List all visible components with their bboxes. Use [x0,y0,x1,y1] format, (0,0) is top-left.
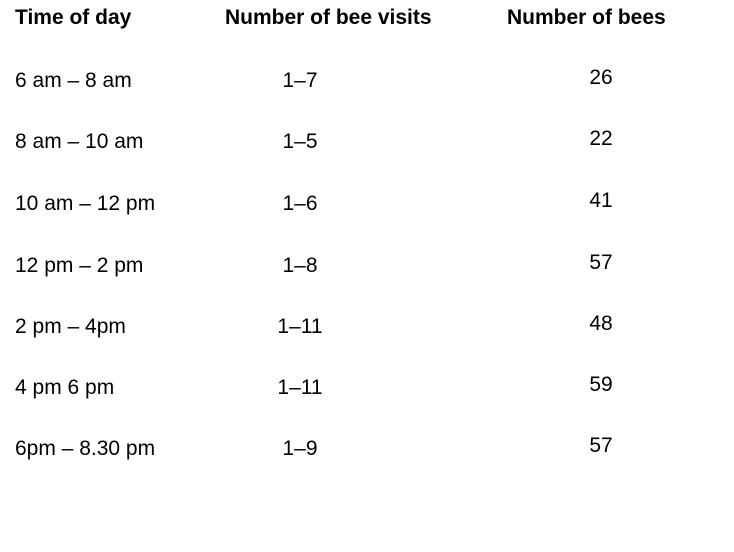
cell-visits: 1–8 [282,254,318,277]
cell-time: 12 pm – 2 pm [15,254,144,277]
cell-visits: 1–11 [277,376,323,399]
cell-time: 4 pm 6 pm [15,376,115,399]
cell-bees: 59 [589,373,613,396]
cell-time: 10 am – 12 pm [15,192,156,215]
table-row: 10 am – 12 pm 1–6 41 [0,189,734,222]
cell-visits: 1–5 [282,130,318,153]
cell-time: 6 am – 8 am [15,69,132,92]
header-number-of-bee-visits: Number of bee visits [225,6,432,29]
cell-visits: 1–9 [282,437,318,460]
cell-visits: 1–11 [277,315,323,338]
cell-time: 6pm – 8.30 pm [15,437,156,460]
cell-bees: 48 [589,312,613,335]
table-row: 6pm – 8.30 pm 1–9 57 [0,434,734,467]
cell-bees: 57 [589,434,613,457]
table-row: 2 pm – 4pm 1–11 48 [0,312,734,345]
cell-time: 8 am – 10 am [15,130,144,153]
table-row: 8 am – 10 am 1–5 22 [0,127,734,160]
cell-visits: 1–7 [282,69,318,92]
cell-bees: 26 [589,66,613,89]
table-row: 4 pm 6 pm 1–11 59 [0,373,734,406]
table-header-row: Time of day Number of bee visits Number … [0,6,734,36]
cell-time: 2 pm – 4pm [15,315,126,338]
header-number-of-bees: Number of bees [507,6,666,29]
table-row: 12 pm – 2 pm 1–8 57 [0,251,734,284]
cell-bees: 57 [589,251,613,274]
cell-visits: 1–6 [282,192,318,215]
header-time-of-day: Time of day [15,6,132,29]
table-row: 6 am – 8 am 1–7 26 [0,66,734,99]
cell-bees: 41 [589,189,613,212]
cell-bees: 22 [589,127,613,150]
